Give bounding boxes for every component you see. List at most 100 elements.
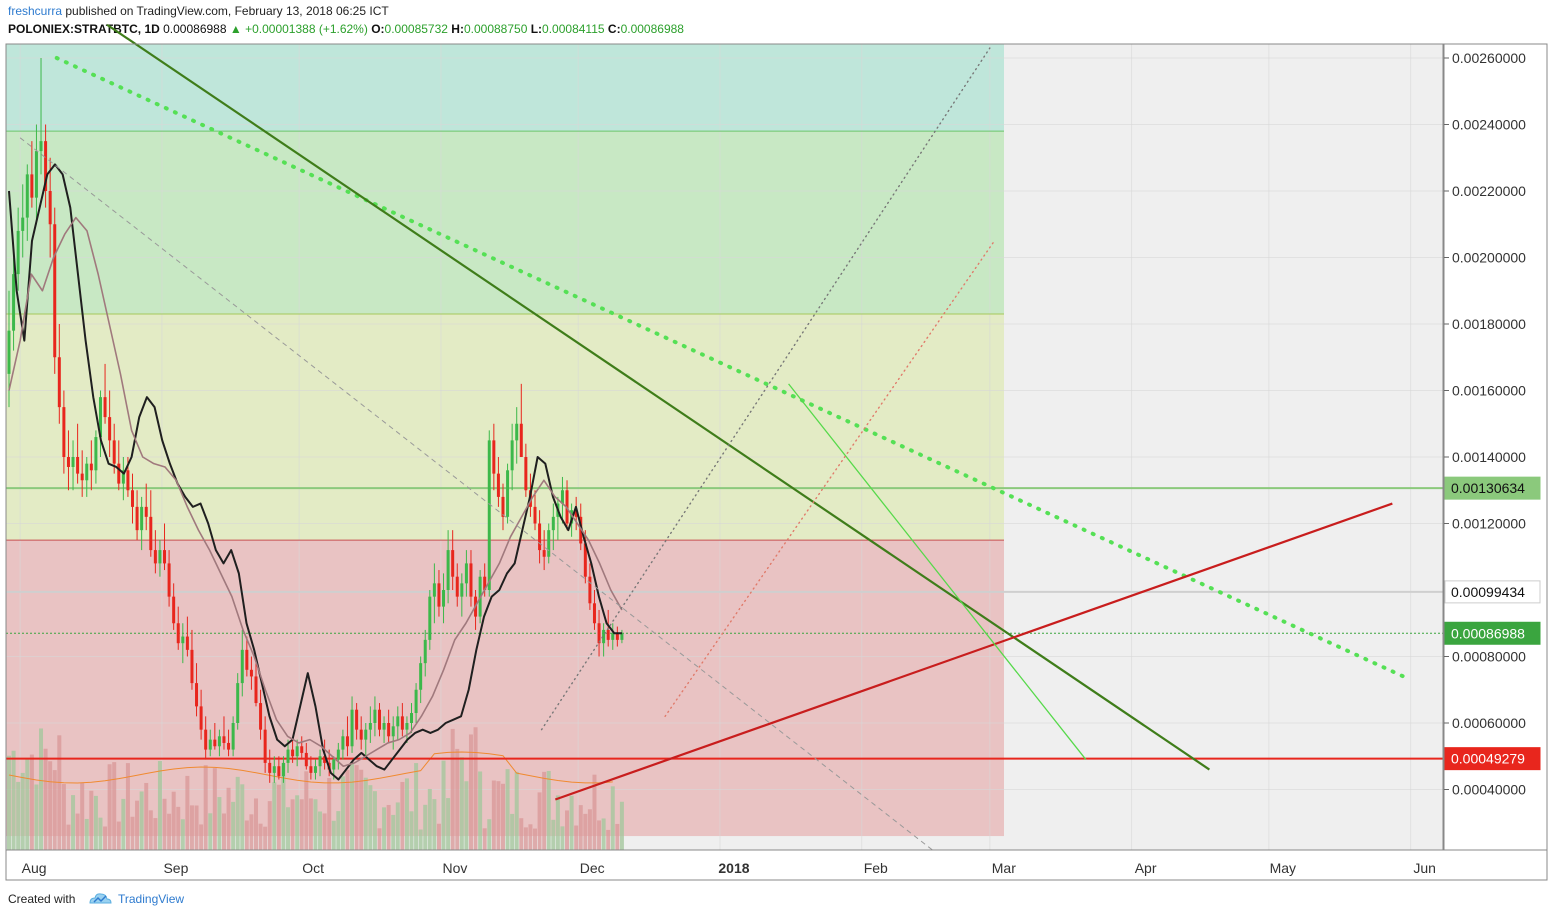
candle-body-46 [217, 736, 221, 747]
candle-body-55 [259, 703, 263, 730]
volume-bar-49 [231, 801, 236, 850]
candle-body-74 [345, 736, 349, 747]
volume-bar-47 [221, 813, 226, 850]
volume-bar-19 [93, 795, 98, 850]
candle-body-91 [423, 639, 427, 664]
volume-bar-36 [171, 791, 176, 850]
volume-bar-24 [116, 821, 121, 850]
volume-bar-39 [185, 775, 190, 850]
candle-body-71 [332, 759, 336, 770]
volume-bar-25 [121, 798, 126, 850]
candle-body-50 [236, 683, 240, 723]
close-label: C: [607, 22, 621, 36]
candle-body-42 [199, 706, 203, 730]
trendline-4 [540, 47, 991, 731]
volume-bar-56 [263, 826, 268, 850]
volume-bar-5 [29, 754, 34, 850]
volume-ma-line [8, 751, 613, 784]
volume-bar-130 [601, 818, 606, 850]
volume-bar-120 [555, 795, 560, 850]
candle-body-98 [455, 576, 459, 597]
volume-bar-111 [514, 771, 519, 850]
candle-body-128 [592, 603, 596, 624]
candle-body-101 [469, 563, 473, 597]
tradingview-logo-icon[interactable] [88, 890, 112, 906]
candle-body-77 [359, 729, 363, 740]
candle-body-119 [551, 516, 555, 531]
volume-bar-87 [404, 778, 409, 850]
y-tick-label-8: 0.00080000 [1452, 649, 1526, 665]
candle-body-126 [583, 543, 587, 577]
trendlines[interactable] [19, 23, 1413, 864]
candle-body-27 [130, 490, 134, 507]
tradingview-brand-link[interactable]: TradingView [118, 892, 185, 906]
candle-body-22 [108, 417, 112, 441]
volume-bar-69 [322, 813, 327, 850]
candle-body-26 [126, 470, 130, 491]
candle-body-111 [515, 423, 519, 441]
candle-body-130 [602, 629, 606, 644]
price-label-3: 0.00049279 [1451, 751, 1525, 767]
candle-body-69 [323, 756, 327, 763]
trendline-5 [664, 240, 996, 718]
price-label-1: 0.00099434 [1451, 584, 1525, 600]
candle-body-129 [597, 623, 601, 644]
volume-bar-41 [194, 805, 199, 850]
candle-body-44 [208, 739, 212, 750]
candle-body-73 [341, 736, 345, 750]
volume-bar-84 [391, 814, 396, 850]
candle-body-2 [16, 230, 20, 275]
volume-bar-131 [606, 829, 611, 850]
volume-bar-117 [542, 771, 547, 850]
volume-bar-101 [468, 734, 473, 850]
candle-body-29 [140, 506, 144, 531]
author-link[interactable]: freshcurra [8, 4, 63, 18]
candle-body-51 [240, 649, 244, 684]
candle-body-79 [368, 723, 372, 730]
volume-bar-112 [519, 818, 524, 850]
volume-bar-57 [267, 801, 272, 850]
x-tick-label-5: 2018 [718, 860, 749, 876]
price-chart[interactable]: 0.00260000 0.00240000 0.00220000 0.00200000… [0, 0, 1554, 882]
high-label: H: [451, 22, 464, 36]
ma-line-0 [8, 163, 622, 781]
volume-bar-33 [157, 761, 162, 850]
volume-bar-103 [478, 771, 483, 850]
fib-zone-1 [6, 131, 1004, 315]
candle-body-118 [547, 530, 551, 557]
volume-bar-1 [11, 750, 16, 850]
volume-bar-126 [583, 813, 588, 850]
price-axis[interactable] [1443, 43, 1548, 851]
volume-bar-2 [16, 781, 21, 850]
volume-bar-106 [491, 780, 496, 850]
candle-body-72 [336, 749, 340, 760]
candle-body-41 [195, 683, 199, 707]
candle-body-67 [313, 766, 317, 773]
candle-body-104 [483, 576, 487, 590]
moving-averages [8, 163, 623, 781]
candle-body-99 [460, 583, 464, 597]
volume-bar-81 [377, 828, 382, 850]
candle-body-131 [606, 629, 610, 640]
volume-bar-88 [409, 811, 414, 850]
volume-bar-128 [592, 774, 597, 850]
volume-bar-86 [400, 781, 405, 850]
candle-body-90 [419, 663, 423, 690]
candle-body-31 [149, 516, 153, 551]
volume-bar-38 [180, 819, 185, 850]
candle-body-5 [30, 174, 34, 198]
volume-bar-122 [565, 810, 570, 850]
volume-bar-114 [528, 824, 533, 850]
volume-bar-55 [258, 823, 263, 850]
time-axis[interactable] [5, 849, 1548, 881]
volume-bar-85 [395, 802, 400, 850]
grid [6, 44, 1443, 850]
x-tick-label-1: Sep [163, 860, 188, 876]
candle-body-110 [510, 440, 514, 471]
candle-body-58 [272, 766, 276, 773]
volume-bar-83 [386, 804, 391, 850]
ma-line-1 [8, 216, 623, 768]
volume-bar-44 [208, 813, 213, 850]
volume-bar-60 [281, 763, 286, 850]
candle-body-60 [281, 762, 285, 777]
